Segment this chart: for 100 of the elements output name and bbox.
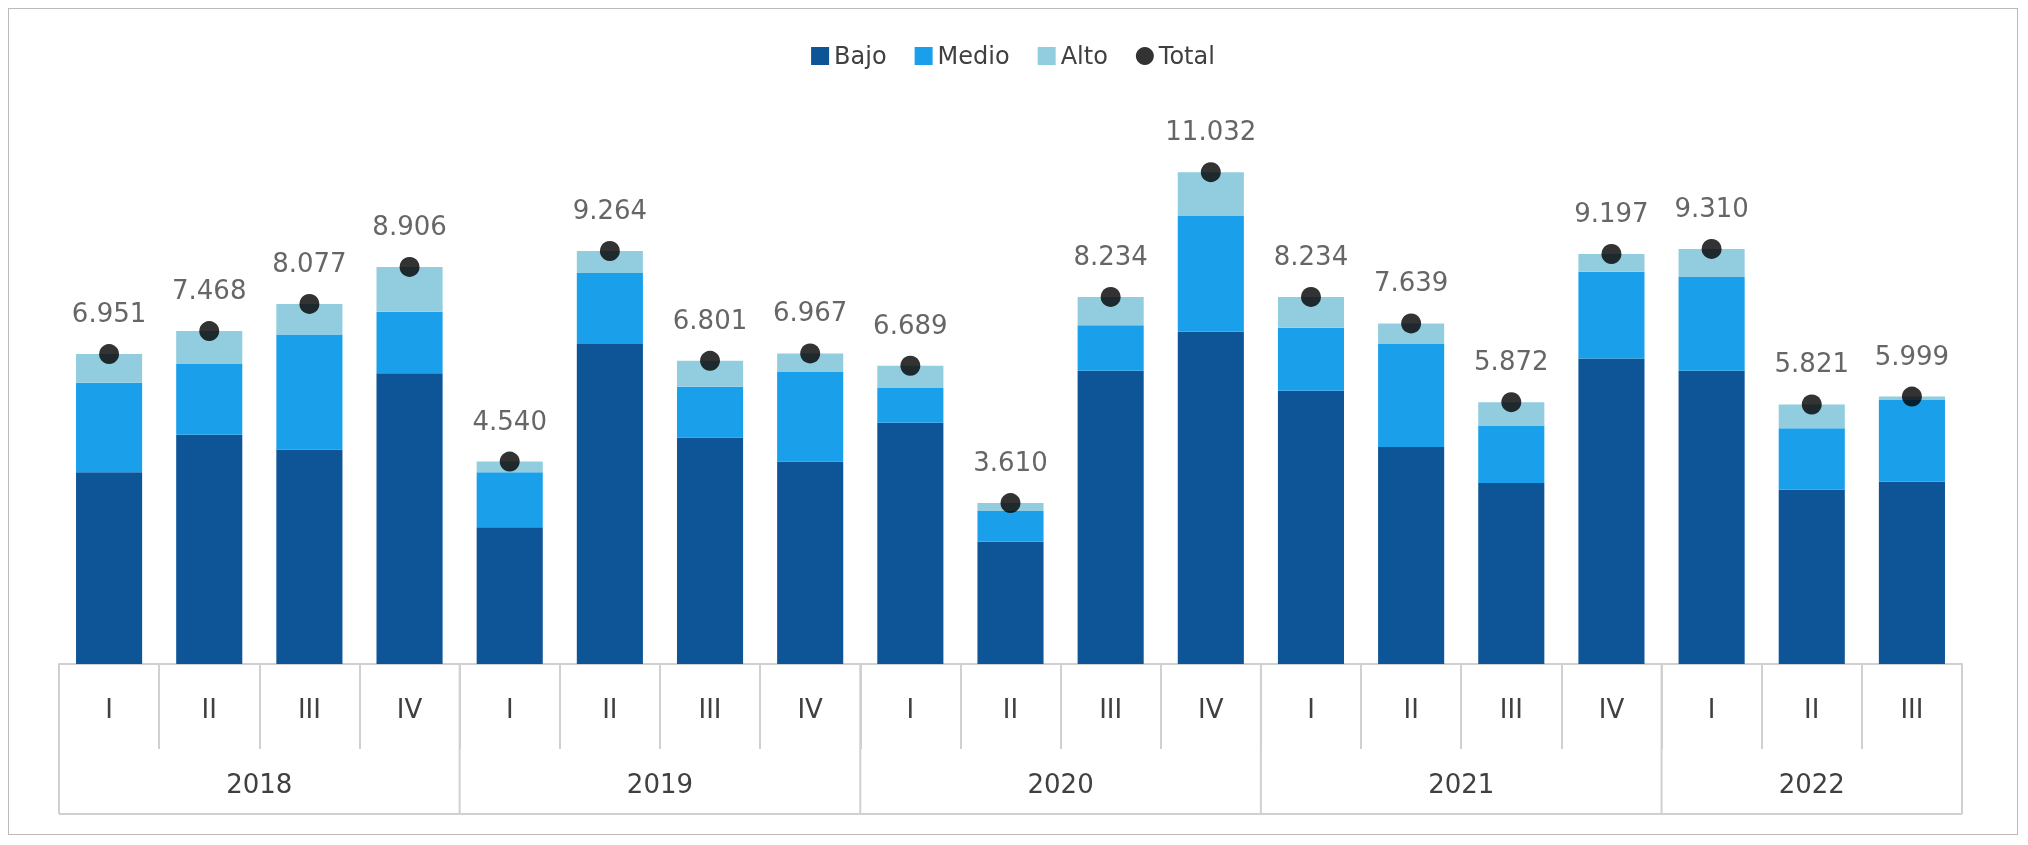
point — [1200, 162, 1221, 183]
bar — [777, 371, 844, 462]
x-tick-label: III — [1499, 694, 1523, 724]
bar — [1878, 400, 1945, 482]
x-tick-label: III — [1099, 694, 1123, 724]
data-label: 7.639 — [1373, 267, 1449, 298]
data-label: 4.540 — [472, 405, 547, 436]
bar — [76, 382, 143, 473]
point — [1000, 493, 1021, 514]
x-tick-label: IV — [1198, 694, 1224, 724]
legend-label: Alto — [1060, 42, 1108, 70]
bar — [1177, 215, 1244, 332]
bar — [1177, 172, 1244, 216]
x-tick-label: III — [698, 694, 722, 724]
bar — [476, 472, 543, 528]
data-label: 9.197 — [1574, 197, 1649, 228]
bar — [1277, 390, 1345, 664]
bar — [576, 343, 643, 664]
x-tick-label: I — [1307, 694, 1315, 724]
data-label: 6.967 — [772, 297, 848, 328]
bar — [1878, 481, 1945, 664]
bar — [576, 273, 643, 344]
data-label: 7.468 — [172, 275, 247, 306]
point — [99, 344, 120, 365]
bar — [977, 511, 1044, 542]
bar — [1177, 331, 1244, 664]
data-label: 5.821 — [1774, 348, 1849, 379]
bar — [1578, 358, 1645, 664]
bar — [877, 422, 944, 664]
bar — [1077, 296, 1144, 326]
point — [1601, 243, 1622, 264]
point — [1501, 392, 1522, 413]
legend-label: Bajo — [834, 42, 887, 70]
bar — [676, 360, 744, 387]
bar — [1678, 370, 1745, 664]
x-tick-label: I — [906, 694, 915, 724]
bar — [1778, 489, 1845, 664]
x-tick-label: II — [201, 694, 217, 724]
text: 2020 — [1027, 769, 1094, 799]
x-tick-label: II — [602, 694, 618, 724]
point — [599, 240, 620, 261]
x-tick-label: I — [505, 694, 514, 724]
bar — [276, 334, 343, 450]
text: 2019 — [626, 769, 694, 799]
legend-label: Medio — [937, 42, 1010, 70]
data-label: 6.951 — [71, 298, 147, 329]
point — [299, 293, 320, 314]
x-tick-label: IV — [396, 694, 423, 724]
x-tick-label: I — [105, 694, 113, 724]
bar — [376, 373, 443, 664]
point — [800, 343, 821, 364]
data-label: 8.234 — [1073, 240, 1148, 271]
bar — [1478, 425, 1545, 483]
bar — [1277, 296, 1345, 328]
point — [1401, 313, 1422, 334]
point — [700, 350, 721, 371]
bar — [676, 386, 744, 438]
bar — [176, 331, 243, 364]
data-label: 8.906 — [372, 210, 447, 241]
x-tick-label: IV — [797, 694, 824, 724]
bar — [977, 541, 1044, 664]
bar — [1678, 248, 1745, 278]
data-label: 8.077 — [272, 247, 347, 278]
bar — [676, 437, 744, 664]
x-tick-label: III — [297, 694, 321, 724]
bar — [1077, 370, 1144, 664]
data-label: 6.689 — [873, 309, 948, 340]
x-tick-label: II — [1403, 694, 1419, 724]
data-label: 6.801 — [672, 304, 748, 335]
bar — [1578, 271, 1645, 359]
bar — [376, 311, 443, 374]
x-tick-label: I — [1707, 694, 1716, 724]
bar — [1378, 446, 1445, 664]
bar — [1478, 482, 1545, 664]
x-tick-label: III — [1900, 694, 1924, 724]
data-label: 9.264 — [572, 194, 648, 225]
bar — [777, 461, 844, 664]
bar — [1678, 277, 1745, 371]
bar — [176, 363, 243, 435]
point — [399, 256, 420, 277]
legend-label: Total — [1157, 42, 1215, 70]
point — [1901, 386, 1922, 407]
bar — [176, 434, 243, 664]
bar — [76, 354, 143, 383]
point — [499, 451, 520, 472]
bar — [76, 472, 143, 664]
x-tick-label: II — [1002, 694, 1019, 724]
data-label: 3.610 — [973, 447, 1048, 478]
point — [1801, 394, 1822, 415]
text: 2022 — [1778, 769, 1845, 799]
point — [199, 321, 220, 342]
data-label: 11.032 — [1165, 116, 1257, 147]
data-label: 9.310 — [1674, 192, 1749, 223]
bar — [1077, 325, 1144, 371]
x-tick-label: IV — [1598, 694, 1625, 724]
bar — [877, 388, 944, 423]
text: 2021 — [1428, 769, 1495, 799]
bar — [376, 266, 443, 312]
bar — [276, 303, 343, 335]
bar — [276, 449, 343, 664]
